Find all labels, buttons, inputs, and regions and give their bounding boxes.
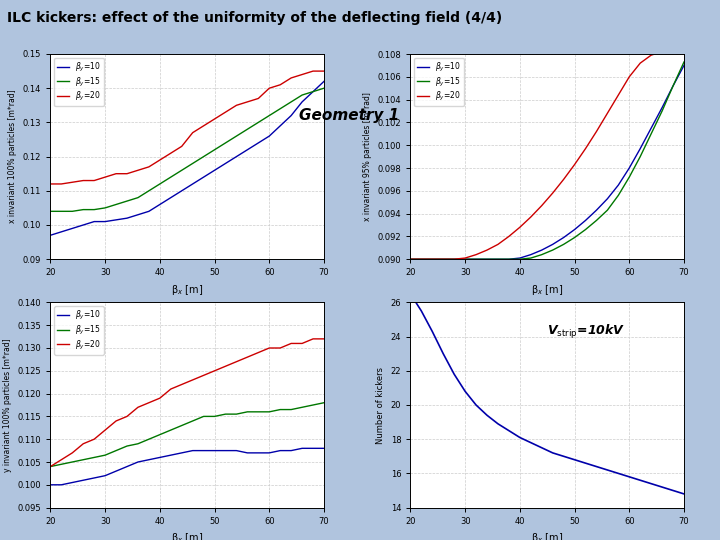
X-axis label: β$_x$ [m]: β$_x$ [m] [171, 283, 203, 297]
X-axis label: β$_x$ [m]: β$_x$ [m] [531, 283, 563, 297]
X-axis label: β$_x$ [m]: β$_x$ [m] [531, 531, 563, 540]
Y-axis label: x invariant 100% particles [m*rad]: x invariant 100% particles [m*rad] [9, 90, 17, 224]
X-axis label: β$_x$ [m]: β$_x$ [m] [171, 531, 203, 540]
Y-axis label: y invariant 100% particles [m*rad]: y invariant 100% particles [m*rad] [3, 338, 12, 472]
Text: V$_{\mathrm{strip}}$=10kV: V$_{\mathrm{strip}}$=10kV [547, 323, 626, 341]
Text: ILC kickers: effect of the uniformity of the deflecting field (4/4): ILC kickers: effect of the uniformity of… [7, 11, 503, 24]
Y-axis label: x invariant 95% particles [m*rad]: x invariant 95% particles [m*rad] [363, 92, 372, 221]
Legend: $\beta_y$=10, $\beta_y$=15, $\beta_y$=20: $\beta_y$=10, $\beta_y$=15, $\beta_y$=20 [414, 58, 464, 106]
Y-axis label: Number of kickers: Number of kickers [376, 367, 385, 443]
Legend: $\beta_y$=10, $\beta_y$=15, $\beta_y$=20: $\beta_y$=10, $\beta_y$=15, $\beta_y$=20 [54, 58, 104, 106]
Text: Geometry 1: Geometry 1 [299, 108, 400, 123]
Legend: $\beta_y$=10, $\beta_y$=15, $\beta_y$=20: $\beta_y$=10, $\beta_y$=15, $\beta_y$=20 [54, 306, 104, 355]
